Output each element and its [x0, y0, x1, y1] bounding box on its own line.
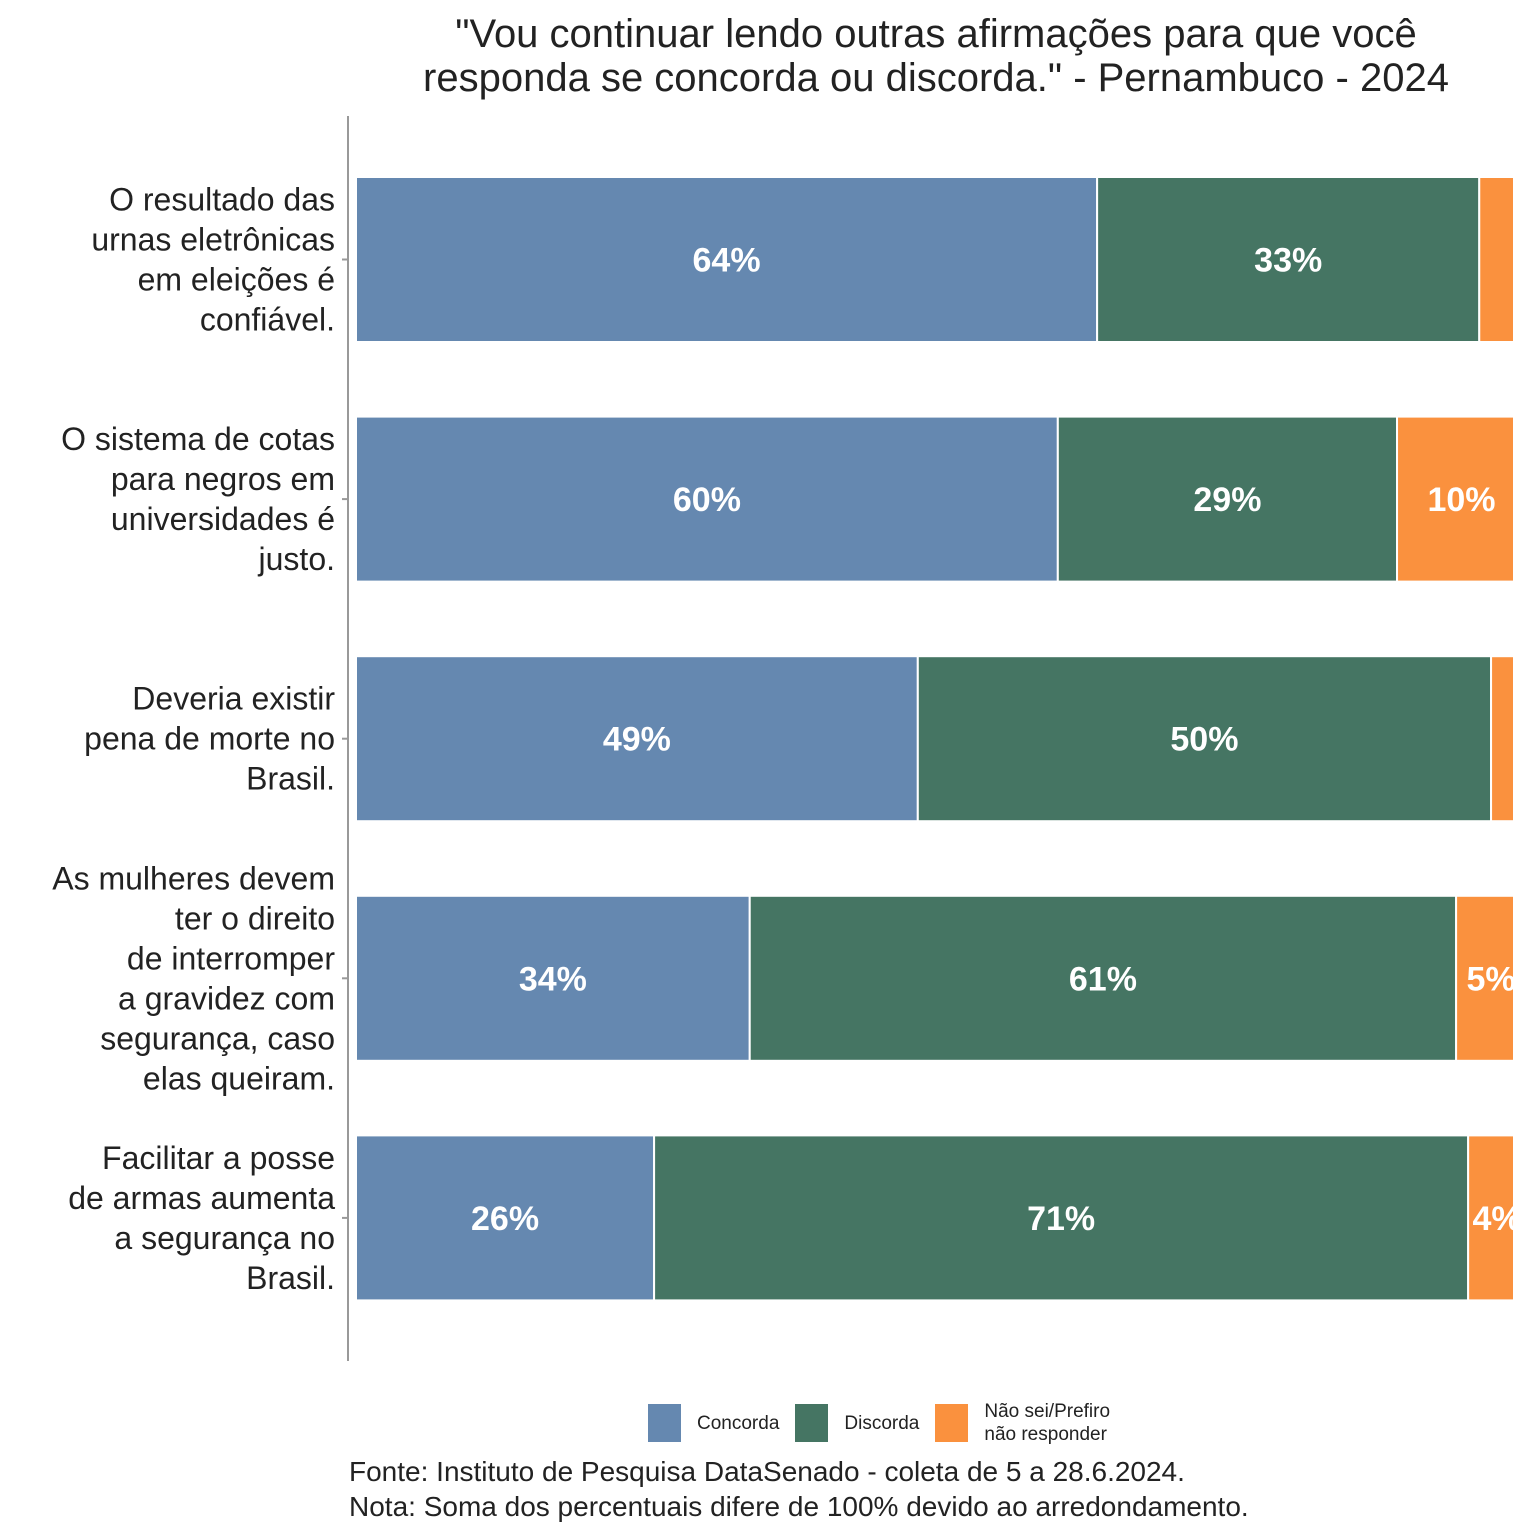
bar-segment-concorda — [355, 655, 919, 823]
category-label-line: a segurança no — [114, 1220, 335, 1256]
bar-segment-concorda — [355, 894, 751, 1062]
legend-item-concorda: Concorda — [648, 1404, 779, 1442]
source-note: Fonte: Instituto de Pesquisa DataSenado … — [349, 1456, 1185, 1487]
legend-label-line: Discorda — [844, 1412, 920, 1434]
category-label-line: As mulheres devem — [52, 860, 335, 896]
category-label-line: Brasil. — [246, 1260, 335, 1296]
legend-label-line: Não sei/Prefiro — [984, 1401, 1111, 1422]
bar-data-label: 34% — [519, 960, 587, 998]
bar-segment-discorda — [653, 1134, 1470, 1302]
category-label-line: de armas aumenta — [68, 1180, 335, 1216]
bar-data-label: 50% — [1170, 721, 1238, 759]
legend-label-line: não responder — [984, 1424, 1107, 1445]
category-label-line: de interromper — [127, 940, 335, 976]
bar-segment-nao-sei — [1490, 655, 1514, 823]
category-label: O sistema de cotas para negros em universi… — [61, 421, 335, 577]
bar-data-label: 61% — [1069, 960, 1137, 998]
bar-data-label: 60% — [673, 481, 741, 519]
category-label: Facilitar a posse de armas aumenta a segur… — [68, 1140, 335, 1296]
bar-segment-concorda — [355, 415, 1059, 583]
category-label-line: universidades é — [111, 501, 335, 537]
legend-label: Não sei/Prefiro não responder — [984, 1400, 1110, 1446]
category-label-line: para negros em — [111, 461, 335, 497]
legend-label: Discorda — [844, 1412, 919, 1435]
category-label-line: Deveria existir — [132, 681, 335, 717]
bar-segment-nao-sei — [1467, 1134, 1514, 1302]
chart-title-line: responda se concorda ou discorda." - Per… — [423, 56, 1449, 100]
bar-segment-nao-sei — [1455, 894, 1514, 1062]
legend-label: Concorda — [697, 1412, 779, 1435]
category-label-line: ter o direito — [175, 900, 335, 936]
legend-item-nao-sei: Não sei/Prefiro não responder — [935, 1400, 1110, 1446]
bar-segment-concorda — [355, 1134, 656, 1302]
category-label-line: confiável. — [200, 302, 335, 338]
legend-swatch-nao-sei — [935, 1404, 969, 1442]
chart-title-line: "Vou continuar lendo outras afirmações p… — [455, 12, 1417, 56]
rounding-note: Nota: Soma dos percentuais difere de 100… — [349, 1491, 1249, 1522]
category-label: As mulheres devem ter o direito de interro… — [52, 860, 335, 1096]
bar-segment-concorda — [355, 176, 1099, 343]
category-label: O resultado das urnas eletrônicas em eleiç… — [91, 182, 335, 338]
category-label-line: a gravidez com — [118, 980, 335, 1016]
category-label-line: O sistema de cotas — [61, 421, 335, 457]
category-label-line: pena de morte no — [84, 721, 335, 757]
bar-data-label: 29% — [1193, 481, 1261, 519]
category-label-line: O resultado das — [109, 182, 335, 218]
bar-data-label: 4% — [1472, 1200, 1521, 1238]
footer: Fonte: Instituto de Pesquisa DataSenado … — [349, 1454, 1249, 1524]
legend-swatch-discorda — [795, 1404, 829, 1442]
bar-segment-discorda — [916, 655, 1493, 823]
bar-segment-nao-sei — [1478, 176, 1514, 343]
category-label-line: Brasil. — [246, 761, 335, 797]
category-label-line: segurança, caso — [100, 1020, 335, 1056]
bar-data-label: 71% — [1027, 1200, 1095, 1238]
bar-data-label: 49% — [603, 721, 671, 759]
bar-data-label: 26% — [471, 1200, 539, 1238]
category-label-line: Facilitar a posse — [102, 1140, 335, 1176]
bar-data-label: 5% — [1466, 960, 1515, 998]
stacked-bar-chart: O resultado das urnas eletrônicas em eleiç… — [52, 116, 1521, 1361]
category-label-line: elas queiram. — [143, 1060, 335, 1096]
category-label-line: urnas eletrônicas — [91, 222, 335, 258]
bar-segment-discorda — [748, 894, 1458, 1062]
chart-title: "Vou continuar lendo outras afirmações p… — [356, 12, 1516, 100]
bar-data-label: 64% — [693, 242, 761, 280]
category-label-line: justo. — [258, 541, 335, 577]
legend-item-discorda: Discorda — [795, 1404, 919, 1442]
bar-segment-discorda — [1096, 176, 1481, 343]
category-label: Deveria existir pena de morte no Brasil. — [84, 681, 335, 797]
legend-swatch-concorda — [648, 1404, 681, 1442]
category-label-line: em eleições é — [138, 262, 335, 298]
bar-segment-nao-sei — [1396, 415, 1514, 583]
bar-segment-discorda — [1056, 415, 1399, 583]
legend-label-line: Concorda — [697, 1412, 780, 1434]
legend: Concorda Discorda Não sei/Prefiro não re… — [648, 1400, 1126, 1446]
bar-data-label: 10% — [1427, 481, 1495, 519]
bar-data-label: 33% — [1254, 242, 1322, 280]
